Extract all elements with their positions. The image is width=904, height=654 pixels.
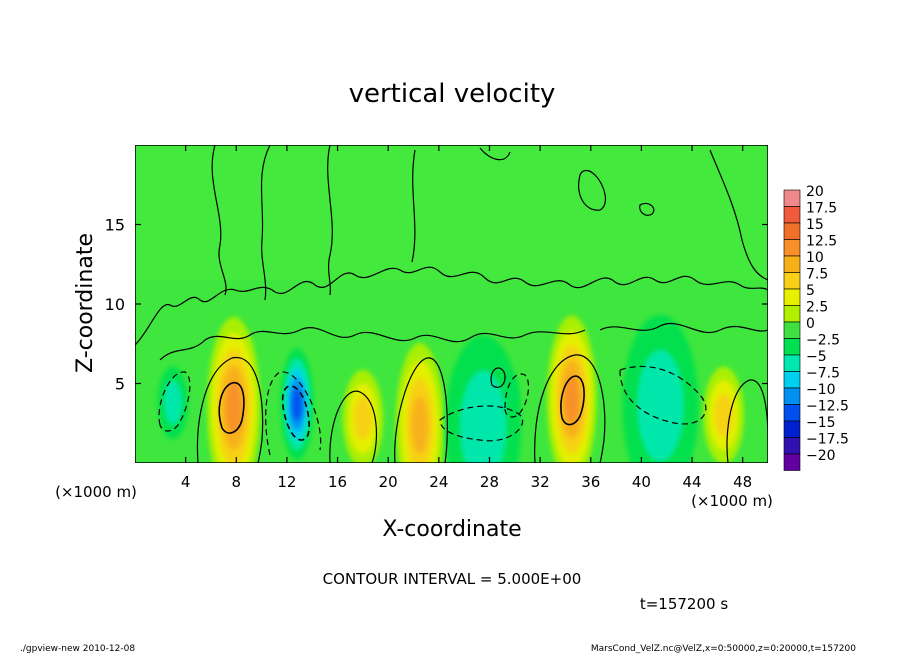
colorbar-swatch xyxy=(783,321,801,339)
x-tick-label: 48 xyxy=(733,473,752,491)
contour-interval: CONTOUR INTERVAL = 5.000E+00 xyxy=(323,570,582,588)
contour-small-2 xyxy=(639,202,655,216)
x-tick-label: 36 xyxy=(581,473,600,491)
footer-right: MarsCond_VelZ.nc@VelZ,x=0:50000,z=0:2000… xyxy=(591,644,856,654)
colorbar-swatch xyxy=(783,288,801,306)
colorbar-swatch xyxy=(783,404,801,422)
plot-area xyxy=(135,145,768,463)
y-tick-label: 5 xyxy=(115,375,125,394)
colorbar-swatch xyxy=(783,206,801,224)
contour-pos-4-inner xyxy=(560,375,585,426)
colorbar-swatch xyxy=(783,420,801,438)
downdraft-cell xyxy=(292,388,302,421)
x-axis: 4 8 12 16 20 24 28 32 36 40 44 48 xyxy=(181,145,752,491)
contour-small-3 xyxy=(490,367,506,388)
contour-vertical-4 xyxy=(411,149,416,263)
y-tick-label: 15 xyxy=(105,216,125,235)
downdraft-cell xyxy=(459,370,507,463)
contour-neg-5 xyxy=(158,371,191,432)
contour-neg-1-outer xyxy=(265,371,322,456)
contour-small-1 xyxy=(479,147,511,161)
updraft-cell xyxy=(226,381,242,434)
contour-vertical-6 xyxy=(709,149,768,281)
colorbar-label: 10 xyxy=(806,250,824,266)
colorbar-label: 0 xyxy=(806,316,815,332)
x-tick-label: 20 xyxy=(379,473,398,491)
contour-pos-2 xyxy=(329,390,378,463)
footer-left: ./gpview-new 2010-12-08 xyxy=(20,644,135,654)
downdraft-cell xyxy=(637,349,684,462)
colorbar-swatch xyxy=(783,189,801,207)
colorbar-swatch xyxy=(783,371,801,389)
colorbar-label: −7.5 xyxy=(806,366,840,382)
x-tick-label: 12 xyxy=(277,473,296,491)
colorbar-swatch xyxy=(783,338,801,356)
colorbar-swatch xyxy=(783,222,801,240)
colorbar-label: −10 xyxy=(806,382,836,398)
contour-lines xyxy=(135,145,768,463)
colorbar-label: 5 xyxy=(806,283,815,299)
y-axis: 5 10 15 xyxy=(105,216,768,394)
x-tick-label: 4 xyxy=(181,473,191,491)
x-unit-label: (×1000 m) xyxy=(691,492,773,510)
contour-pos-1-inner xyxy=(218,382,245,434)
colorbar-label: 2.5 xyxy=(806,300,828,316)
contour-upper-3 xyxy=(599,323,768,333)
upper-band xyxy=(135,145,768,280)
colorbar-label: −12.5 xyxy=(806,399,849,415)
x-axis-label: X-coordinate xyxy=(382,517,521,542)
x-tick-label: 8 xyxy=(232,473,242,491)
colorbar-swatch xyxy=(783,305,801,323)
colorbar-label: −20 xyxy=(806,448,836,464)
colorbar-swatch xyxy=(783,239,801,257)
colorbar: 2017.51512.5107.552.50−2.5−5−7.5−10−12.5… xyxy=(783,184,849,471)
colorbar-swatch xyxy=(783,255,801,273)
contour-vertical-2 xyxy=(260,145,271,301)
downdraft-cell xyxy=(163,380,183,426)
contour-pos-1-outer xyxy=(196,357,264,463)
y-tick-label: 10 xyxy=(105,295,125,314)
x-tick-label: 32 xyxy=(531,473,550,491)
x-tick-label: 16 xyxy=(328,473,347,491)
time-label: t=157200 s xyxy=(640,595,728,613)
colorbar-label: 12.5 xyxy=(806,234,837,250)
contour-pos-4-outer xyxy=(534,354,606,463)
colorbar-label: −2.5 xyxy=(806,333,840,349)
colorbar-label: 7.5 xyxy=(806,267,828,283)
x-tick-label: 28 xyxy=(480,473,499,491)
colorbar-swatch xyxy=(783,453,801,471)
colorbar-swatch xyxy=(783,272,801,290)
y-axis-label: Z-coordinate xyxy=(73,233,98,373)
contour-upper-1 xyxy=(135,266,768,346)
colorbar-swatch xyxy=(783,437,801,455)
contour-upper-2 xyxy=(159,327,586,361)
contour-pos-5 xyxy=(726,379,768,463)
colorbar-label: −17.5 xyxy=(806,432,849,448)
colorbar-label: −15 xyxy=(806,415,836,431)
contour-vertical-1 xyxy=(211,145,227,296)
colorbar-swatch xyxy=(783,354,801,372)
colorbar-label: 20 xyxy=(806,184,824,200)
colorbar-label: 17.5 xyxy=(806,201,837,217)
chart-title: vertical velocity xyxy=(349,79,556,109)
contour-neg-2 xyxy=(439,405,524,442)
contour-neg-1 xyxy=(281,385,310,441)
contour-neg-3 xyxy=(504,373,530,418)
updraft-cell xyxy=(411,396,429,454)
colorbar-swatch xyxy=(783,387,801,405)
contour-vertical-3 xyxy=(327,145,333,296)
x-tick-label: 44 xyxy=(682,473,701,491)
y-unit-label: (×1000 m) xyxy=(55,483,137,501)
updraft-cell xyxy=(353,396,372,441)
contour-vertical-5 xyxy=(578,169,607,211)
colorbar-label: −5 xyxy=(806,349,827,365)
contour-neg-4 xyxy=(619,365,707,425)
updraft-cell xyxy=(564,375,579,424)
contour-pos-3 xyxy=(394,357,448,463)
x-tick-label: 40 xyxy=(632,473,651,491)
x-tick-label: 24 xyxy=(429,473,448,491)
colorbar-label: 15 xyxy=(806,217,824,233)
